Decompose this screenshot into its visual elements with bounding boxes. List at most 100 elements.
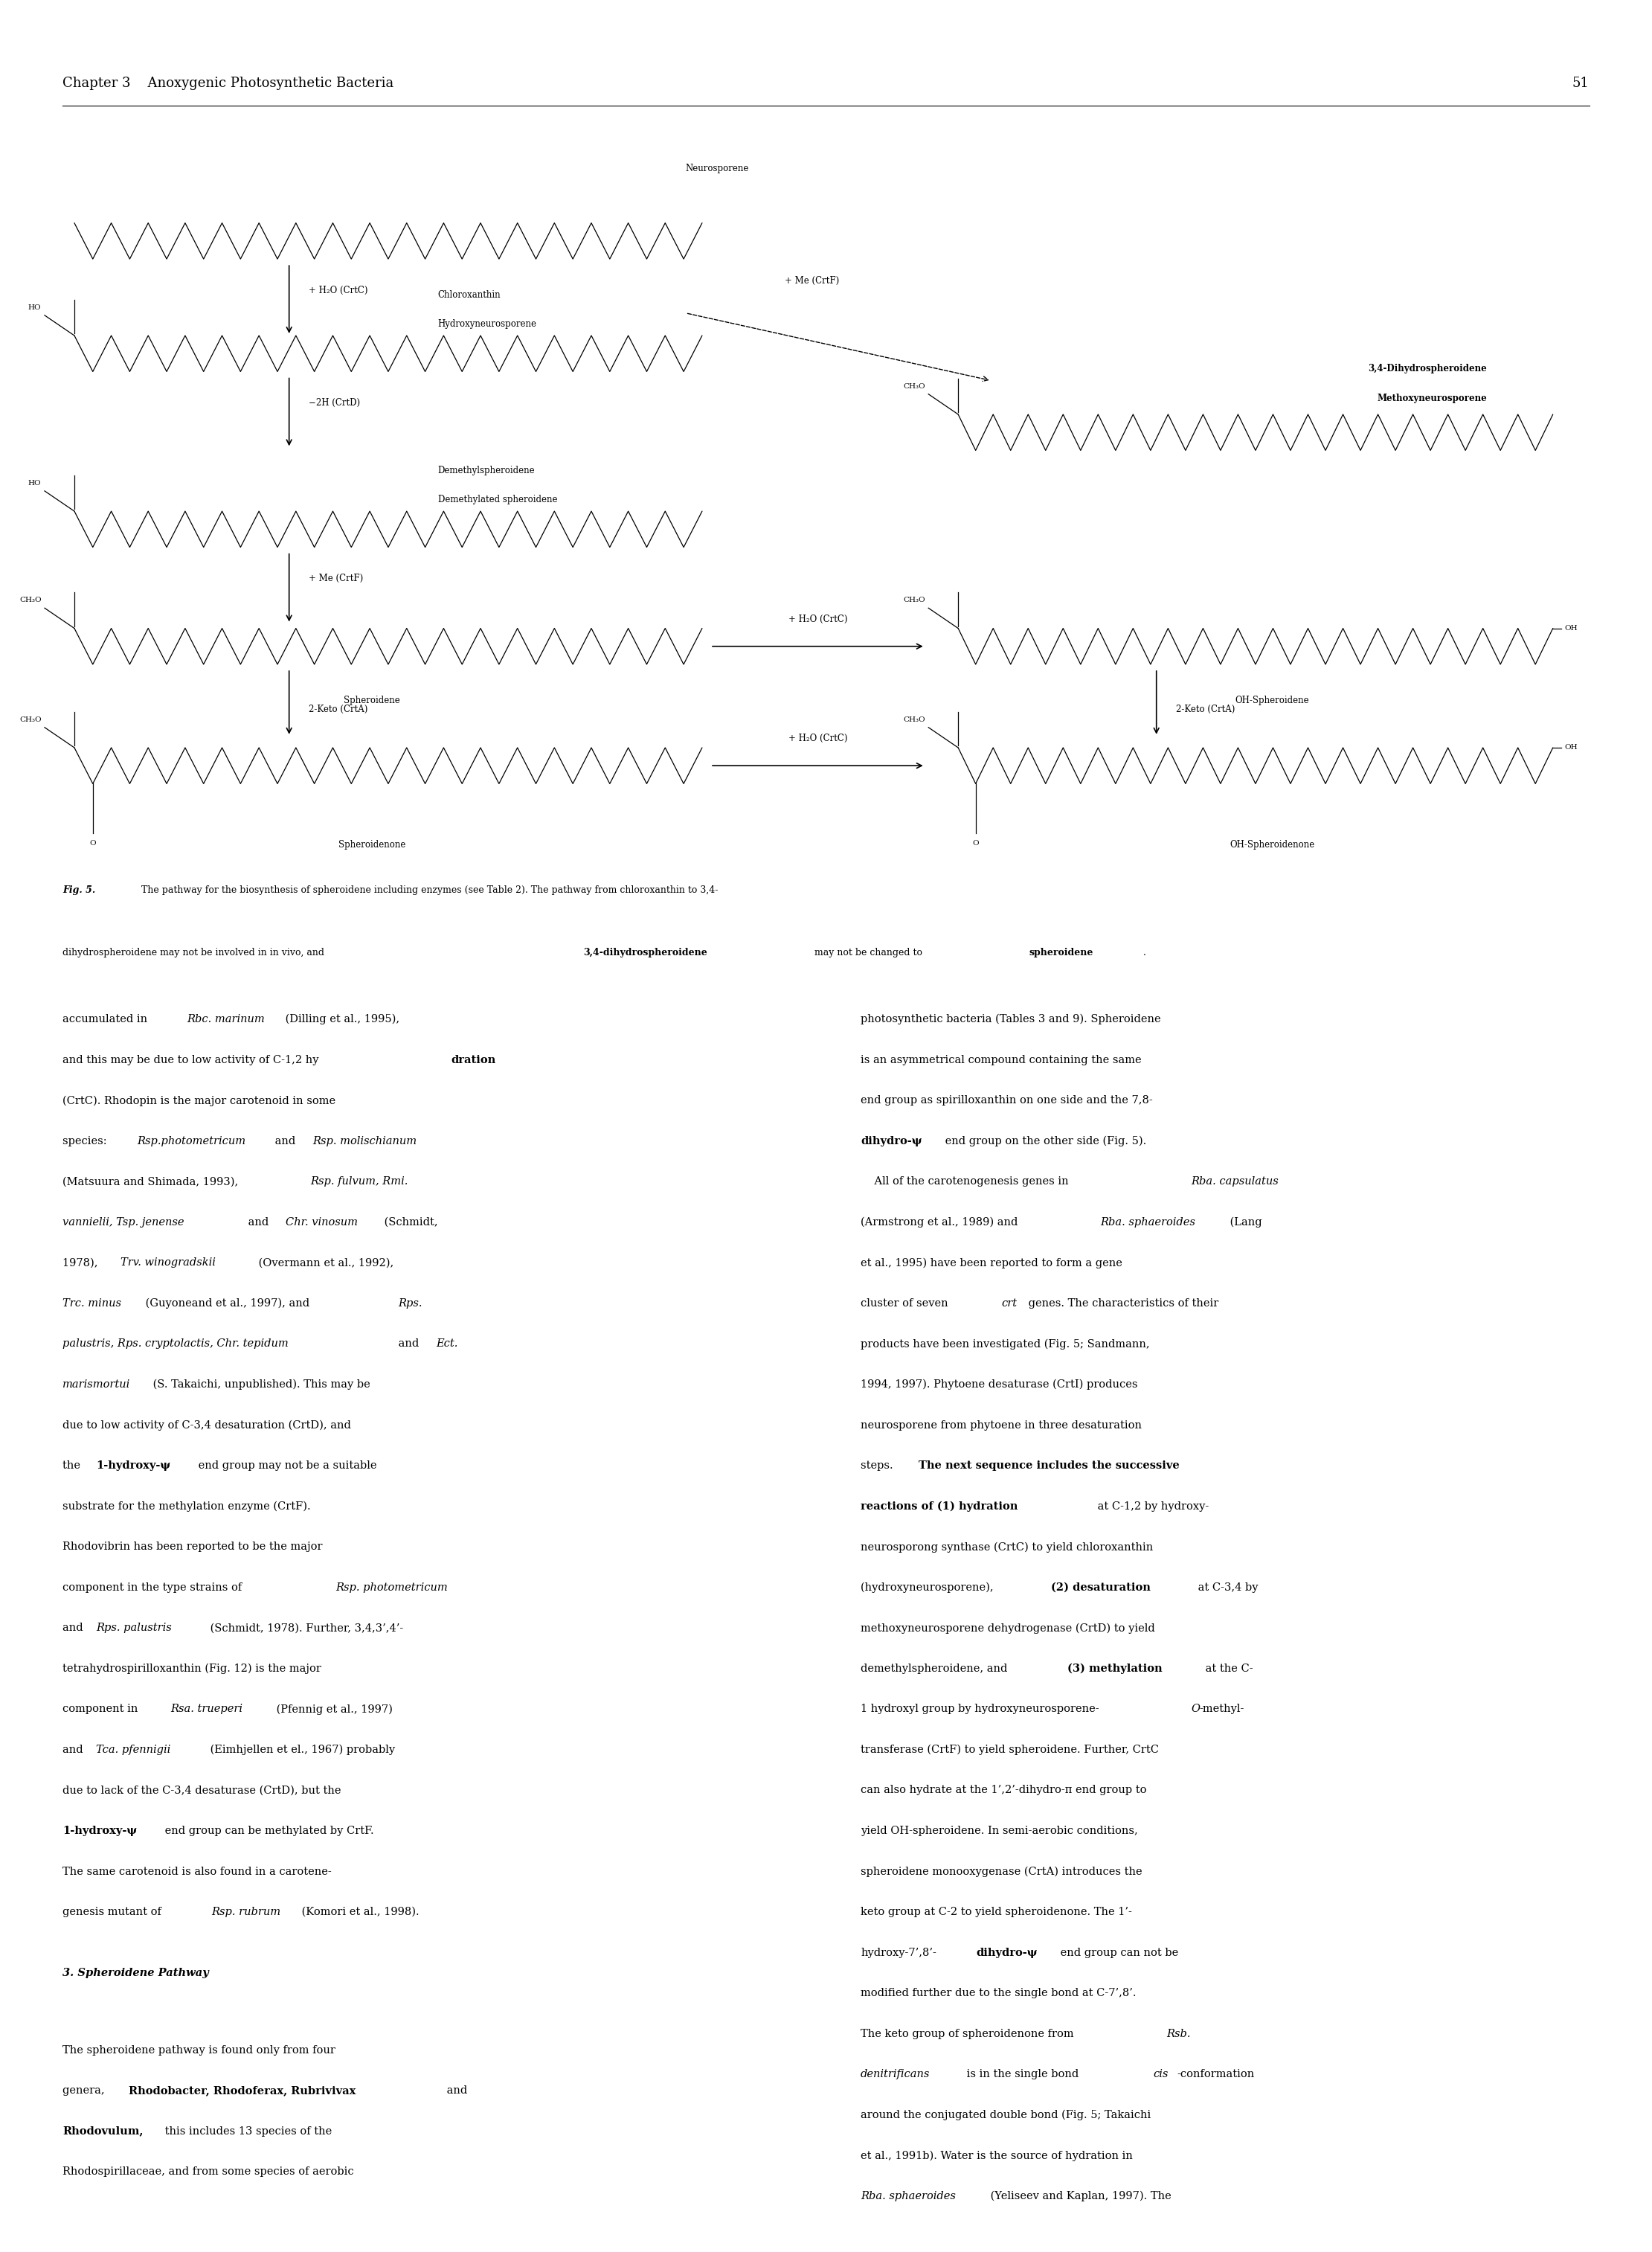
Text: tetrahydrospirilloxanthin (Fig. 12) is the major: tetrahydrospirilloxanthin (Fig. 12) is t…	[63, 1664, 322, 1673]
Text: Spheroidenone: Spheroidenone	[339, 840, 405, 849]
Text: (Dilling et al., 1995),: (Dilling et al., 1995),	[281, 1013, 400, 1025]
Text: 3,4-Dihydrospheroidene: 3,4-Dihydrospheroidene	[1368, 365, 1487, 374]
Text: vannielii, Tsp. jenense: vannielii, Tsp. jenense	[63, 1216, 185, 1227]
Text: CH₃O: CH₃O	[904, 716, 925, 723]
Text: + H₂O (CrtC): + H₂O (CrtC)	[788, 615, 847, 624]
Text: spheroidene monooxygenase (CrtA) introduces the: spheroidene monooxygenase (CrtA) introdu…	[861, 1867, 1142, 1876]
Text: -conformation: -conformation	[1178, 2070, 1256, 2079]
Text: 1 hydroxyl group by hydroxyneurosporene-: 1 hydroxyl group by hydroxyneurosporene-	[861, 1705, 1099, 1714]
Text: genes. The characteristics of their: genes. The characteristics of their	[1024, 1297, 1219, 1308]
Text: (Schmidt, 1978). Further, 3,4,3’,4’-: (Schmidt, 1978). Further, 3,4,3’,4’-	[206, 1624, 403, 1633]
Text: modified further due to the single bond at C-7’,8’.: modified further due to the single bond …	[861, 1989, 1137, 1998]
Text: around the conjugated double bond (Fig. 5; Takaichi: around the conjugated double bond (Fig. …	[861, 2110, 1151, 2121]
Text: HO: HO	[28, 480, 41, 486]
Text: et al., 1991b). Water is the source of hydration in: et al., 1991b). Water is the source of h…	[861, 2151, 1133, 2162]
Text: Rba. sphaeroides: Rba. sphaeroides	[861, 2191, 957, 2202]
Text: Tca. pfennigii: Tca. pfennigii	[96, 1745, 170, 1754]
Text: CH₃O: CH₃O	[904, 383, 925, 390]
Text: at C-3,4 by: at C-3,4 by	[1194, 1583, 1259, 1592]
Text: at the C-: at the C-	[1203, 1664, 1254, 1673]
Text: HO: HO	[28, 304, 41, 311]
Text: Rhodovibrin has been reported to be the major: Rhodovibrin has been reported to be the …	[63, 1543, 322, 1552]
Text: and: and	[63, 1624, 88, 1633]
Text: 1-hydroxy-ψ: 1-hydroxy-ψ	[96, 1462, 170, 1471]
Text: due to lack of the C-3,4 desaturase (CrtD), but the: due to lack of the C-3,4 desaturase (Crt…	[63, 1786, 342, 1795]
Text: The pathway for the biosynthesis of spheroidene including enzymes (see Table 2).: The pathway for the biosynthesis of sphe…	[135, 885, 719, 896]
Text: marismortui: marismortui	[63, 1378, 131, 1389]
Text: OH-Spheroidene: OH-Spheroidene	[1236, 696, 1308, 705]
Text: Trc. minus: Trc. minus	[63, 1297, 122, 1308]
Text: (Eimhjellen et el., 1967) probably: (Eimhjellen et el., 1967) probably	[206, 1745, 395, 1754]
Text: hydroxy-7’,8’-: hydroxy-7’,8’-	[861, 1948, 937, 1957]
Text: −2H (CrtD): −2H (CrtD)	[309, 399, 360, 408]
Text: end group as spirilloxanthin on one side and the 7,8-: end group as spirilloxanthin on one side…	[861, 1094, 1153, 1106]
Text: Spheroidene: Spheroidene	[344, 696, 400, 705]
Text: Rba. sphaeroides: Rba. sphaeroides	[1100, 1216, 1196, 1227]
Text: palustris, Rps. cryptolactis, Chr. tepidum: palustris, Rps. cryptolactis, Chr. tepid…	[63, 1338, 289, 1349]
Text: end group can be methylated by CrtF.: end group can be methylated by CrtF.	[162, 1826, 373, 1835]
Text: CH₃O: CH₃O	[904, 597, 925, 604]
Text: cis: cis	[1153, 2070, 1168, 2079]
Text: this includes 13 species of the: this includes 13 species of the	[162, 2126, 332, 2137]
Text: (2) desaturation: (2) desaturation	[1051, 1583, 1150, 1592]
Text: may not be changed to: may not be changed to	[811, 948, 925, 957]
Text: O: O	[1191, 1705, 1201, 1714]
Text: Rps.: Rps.	[398, 1297, 423, 1308]
Text: Rhodovulum,: Rhodovulum,	[63, 2126, 144, 2137]
Text: methoxyneurosporene dehydrogenase (CrtD) to yield: methoxyneurosporene dehydrogenase (CrtD)…	[861, 1624, 1155, 1633]
Text: O: O	[973, 840, 980, 847]
Text: 1-hydroxy-ψ: 1-hydroxy-ψ	[63, 1826, 137, 1835]
Text: genera,: genera,	[63, 2085, 109, 2097]
Text: OH-Spheroidenone: OH-Spheroidenone	[1229, 840, 1315, 849]
Text: Rsa. trueperi: Rsa. trueperi	[170, 1705, 243, 1714]
Text: Neurosporene: Neurosporene	[686, 164, 748, 173]
Text: 3,4-dihydrospheroidene: 3,4-dihydrospheroidene	[583, 948, 707, 957]
Text: steps.: steps.	[861, 1462, 897, 1471]
Text: transferase (CrtF) to yield spheroidene. Further, CrtC: transferase (CrtF) to yield spheroidene.…	[861, 1745, 1160, 1754]
Text: Rbc. marinum: Rbc. marinum	[187, 1013, 264, 1025]
Text: (Pfennig et al., 1997): (Pfennig et al., 1997)	[273, 1705, 393, 1714]
Text: 2-Keto (CrtA): 2-Keto (CrtA)	[309, 705, 368, 714]
Text: The same carotenoid is also found in a carotene-: The same carotenoid is also found in a c…	[63, 1867, 332, 1876]
Text: CH₃O: CH₃O	[20, 716, 41, 723]
Text: Trv. winogradskii: Trv. winogradskii	[121, 1257, 216, 1268]
Text: cluster of seven: cluster of seven	[861, 1297, 952, 1308]
Text: species:: species:	[63, 1135, 111, 1146]
Text: Rhodospirillaceae, and from some species of aerobic: Rhodospirillaceae, and from some species…	[63, 2166, 354, 2178]
Text: CH₃O: CH₃O	[20, 597, 41, 604]
Text: (Lang: (Lang	[1227, 1216, 1262, 1227]
Text: Fig. 5.: Fig. 5.	[63, 885, 96, 896]
Text: dihydro-ψ: dihydro-ψ	[861, 1135, 922, 1146]
Text: and: and	[443, 2085, 468, 2097]
Text: end group can not be: end group can not be	[1057, 1948, 1178, 1957]
Text: + Me (CrtF): + Me (CrtF)	[785, 277, 839, 286]
Text: Chapter 3    Anoxygenic Photosynthetic Bacteria: Chapter 3 Anoxygenic Photosynthetic Bact…	[63, 77, 393, 90]
Text: genesis mutant of: genesis mutant of	[63, 1907, 165, 1916]
Text: dration: dration	[451, 1054, 496, 1065]
Text: Demethylated spheroidene: Demethylated spheroidene	[438, 495, 557, 504]
Text: and: and	[395, 1338, 423, 1349]
Text: + Me (CrtF): + Me (CrtF)	[309, 574, 363, 583]
Text: (hydroxyneurosporene),: (hydroxyneurosporene),	[861, 1583, 998, 1592]
Text: Ect.: Ect.	[436, 1338, 458, 1349]
Text: demethylspheroidene, and: demethylspheroidene, and	[861, 1664, 1011, 1673]
Text: can also hydrate at the 1’,2’-dihydro-π end group to: can also hydrate at the 1’,2’-dihydro-π …	[861, 1786, 1146, 1795]
Text: accumulated in: accumulated in	[63, 1013, 150, 1025]
Text: keto group at C-2 to yield spheroidenone. The 1’-: keto group at C-2 to yield spheroidenone…	[861, 1907, 1132, 1916]
Text: (Yeliseev and Kaplan, 1997). The: (Yeliseev and Kaplan, 1997). The	[988, 2191, 1171, 2202]
Text: denitrificans: denitrificans	[861, 2070, 930, 2079]
Text: Rba. capsulatus: Rba. capsulatus	[1191, 1176, 1279, 1187]
Text: component in the type strains of: component in the type strains of	[63, 1583, 246, 1592]
Text: dihydrospheroidene may not be involved in in vivo, and: dihydrospheroidene may not be involved i…	[63, 948, 327, 957]
Text: Chr. vinosum: Chr. vinosum	[286, 1216, 358, 1227]
Text: crt: crt	[1001, 1297, 1018, 1308]
Text: 2-Keto (CrtA): 2-Keto (CrtA)	[1176, 705, 1236, 714]
Text: neurosporong synthase (CrtC) to yield chloroxanthin: neurosporong synthase (CrtC) to yield ch…	[861, 1543, 1153, 1552]
Text: .: .	[1143, 948, 1146, 957]
Text: and: and	[244, 1216, 273, 1227]
Text: neurosporene from phytoene in three desaturation: neurosporene from phytoene in three desa…	[861, 1421, 1142, 1430]
Text: Rsp. fulvum, Rmi.: Rsp. fulvum, Rmi.	[311, 1176, 408, 1187]
Text: and: and	[271, 1135, 299, 1146]
Text: Rsp.photometricum: Rsp.photometricum	[137, 1135, 246, 1146]
Text: + H₂O (CrtC): + H₂O (CrtC)	[309, 286, 368, 295]
